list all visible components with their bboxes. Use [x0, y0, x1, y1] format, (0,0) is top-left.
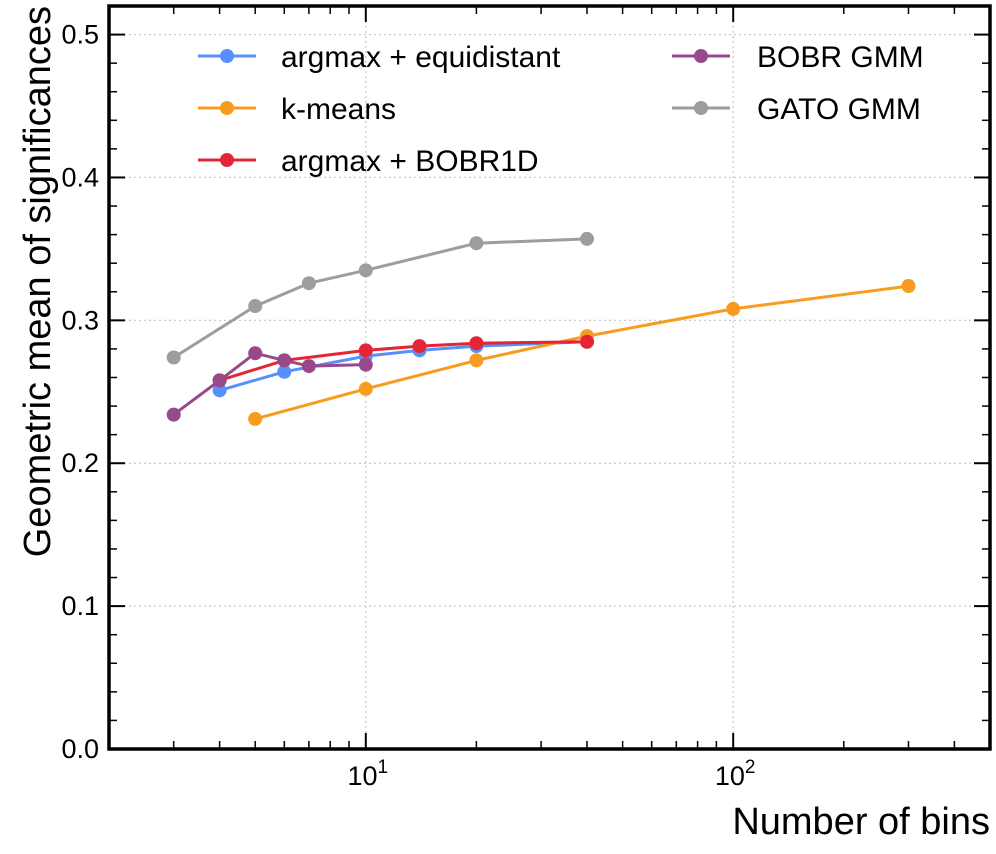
y-tick-label: 0.0: [61, 734, 99, 764]
legend-marker: [694, 101, 708, 115]
series-line: [219, 340, 588, 382]
data-point: [212, 383, 227, 398]
data-point: [412, 339, 427, 354]
data-point: [358, 263, 373, 278]
series-3: [166, 346, 373, 422]
legend-entry: k-means: [198, 93, 396, 126]
data-point: [358, 381, 373, 396]
legend-label: GATO GMM: [757, 93, 921, 126]
legend-entry: argmax + equidistant: [198, 41, 561, 74]
x-axis-label: Number of bins: [732, 801, 990, 843]
tick-labels: 0.0 0.1 0.2 0.3 0.4 0.5 101 102: [61, 20, 755, 791]
data-point: [166, 350, 181, 365]
data-point: [301, 276, 316, 291]
legend-entry: BOBR GMM: [672, 41, 924, 74]
data-point: [277, 353, 292, 368]
legend-label: argmax + BOBR1D: [281, 145, 539, 178]
series-line: [172, 351, 366, 416]
data-point: [358, 357, 373, 372]
legend-marker: [220, 153, 234, 167]
x-tick-label: 102: [715, 757, 756, 791]
series-line: [219, 340, 588, 392]
data-point: [212, 373, 227, 388]
data-point: [358, 343, 373, 358]
data-point: [166, 407, 181, 422]
data-point: [469, 353, 484, 368]
y-tick-label: 0.4: [61, 162, 99, 192]
legend-label: k-means: [281, 93, 396, 126]
data-point: [726, 301, 741, 316]
series-layer: [166, 231, 916, 426]
data-point: [248, 346, 263, 361]
y-tick-label: 0.1: [61, 591, 99, 621]
series-line: [172, 237, 588, 359]
legend-marker: [220, 49, 234, 63]
data-point: [248, 299, 263, 314]
y-tick-label: 0.3: [61, 305, 99, 335]
legend-marker: [220, 101, 234, 115]
y-tick-label: 0.5: [61, 20, 99, 50]
legend-entry: GATO GMM: [672, 93, 921, 126]
legend-label: BOBR GMM: [757, 41, 924, 74]
data-point: [248, 411, 263, 426]
axis-ticks: [108, 5, 991, 750]
legend-marker: [694, 49, 708, 63]
series-line: [254, 284, 909, 421]
y-tick-label: 0.2: [61, 448, 99, 478]
y-axis-label: Geometric mean of significances: [17, 6, 59, 557]
legend: argmax + equidistant k-means argmax + BOBR…: [198, 41, 924, 178]
data-point: [901, 279, 916, 294]
data-point: [579, 334, 594, 349]
x-tick-label: 101: [347, 757, 388, 791]
data-point: [301, 359, 316, 374]
data-point: [277, 364, 292, 379]
data-point: [579, 231, 594, 246]
gridlines: [109, 6, 990, 750]
data-point: [469, 236, 484, 251]
legend-entry: argmax + BOBR1D: [198, 145, 539, 178]
series-4: [166, 231, 594, 365]
legend-label: argmax + equidistant: [281, 41, 561, 74]
data-point: [469, 336, 484, 351]
